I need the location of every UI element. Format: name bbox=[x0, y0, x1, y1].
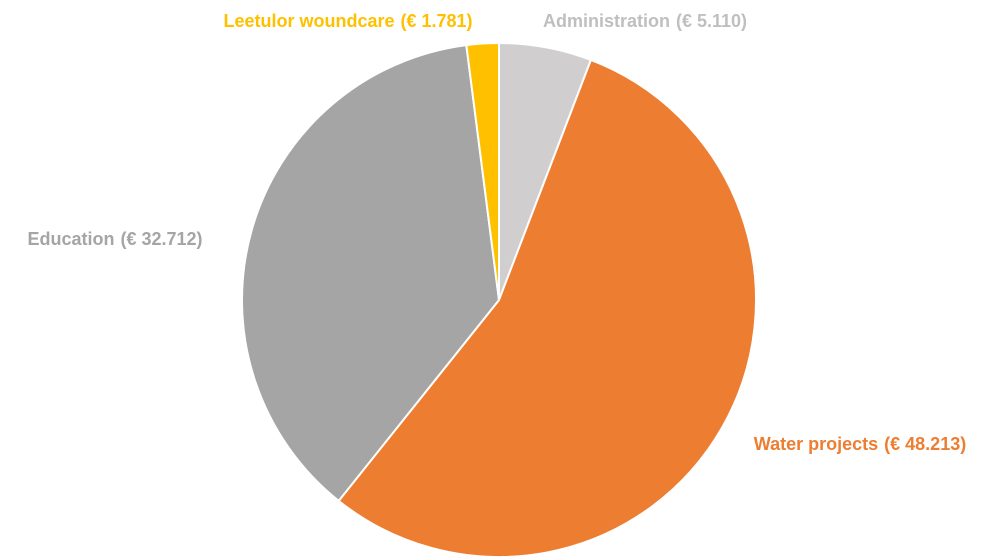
category-name: Administration bbox=[543, 11, 670, 31]
category-name: Education bbox=[27, 229, 114, 249]
slice-label: Leetulor woundcare (€ 1.781) bbox=[223, 11, 472, 31]
value-label: (€ 32.712) bbox=[120, 229, 202, 249]
category-name: Leetulor woundcare bbox=[223, 11, 394, 31]
pie-slice bbox=[241, 43, 501, 503]
pie-slice bbox=[337, 58, 757, 558]
pie-slice bbox=[465, 41, 500, 301]
slice-label: Administration (€ 5.110) bbox=[543, 11, 747, 31]
slice-label: Water projects (€ 48.213) bbox=[754, 434, 966, 454]
slice-label: Education (€ 32.712) bbox=[27, 229, 202, 249]
value-label: (€ 1.781) bbox=[400, 11, 472, 31]
category-name: Water projects bbox=[754, 434, 878, 454]
value-label: (€ 48.213) bbox=[884, 434, 966, 454]
value-label: (€ 5.110) bbox=[676, 11, 747, 31]
